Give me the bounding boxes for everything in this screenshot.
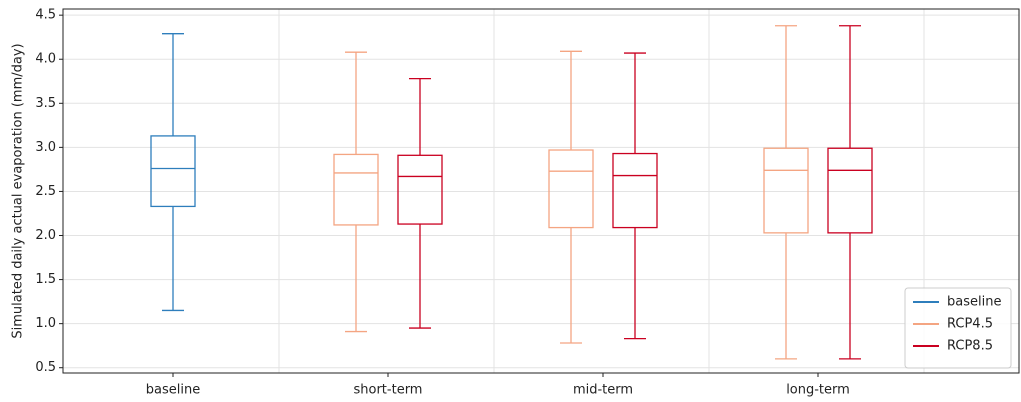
y-tick-label: 2.5 — [35, 184, 56, 199]
plot-frame — [62, 8, 1020, 374]
box — [333, 153, 379, 226]
legend-label: baseline — [947, 295, 1001, 310]
x-tick-label: short-term — [354, 383, 423, 398]
legend-label: RCP4.5 — [947, 317, 993, 332]
box — [397, 154, 443, 225]
legend-frame — [904, 287, 1012, 369]
y-tick-label: 3.0 — [35, 140, 56, 155]
legend-label: RCP8.5 — [947, 339, 993, 354]
box — [150, 135, 196, 208]
y-axis-label: Simulated daily actual evaporation (mm/d… — [11, 43, 26, 338]
box — [548, 149, 594, 229]
y-tick-label: 4.5 — [35, 8, 56, 23]
y-tick-label: 4.0 — [35, 52, 56, 67]
y-tick-label: 0.5 — [35, 360, 56, 375]
box — [763, 147, 809, 234]
y-tick-label: 2.0 — [35, 228, 56, 243]
y-tick-label: 3.5 — [35, 96, 56, 111]
y-tick-label: 1.0 — [35, 316, 56, 331]
x-tick-label: baseline — [146, 383, 200, 398]
x-tick-label: mid-term — [573, 383, 633, 398]
x-tick-label: long-term — [786, 383, 850, 398]
box — [612, 152, 658, 229]
box — [827, 147, 873, 234]
y-tick-label: 1.5 — [35, 272, 56, 287]
